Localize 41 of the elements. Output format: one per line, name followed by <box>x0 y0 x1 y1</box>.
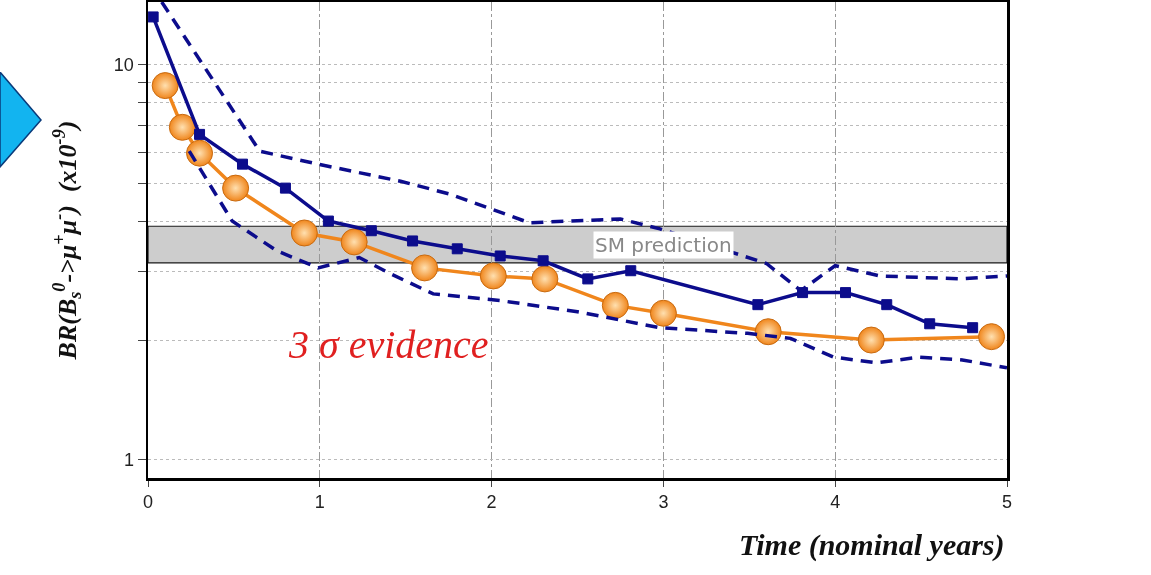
point <box>754 318 782 346</box>
point <box>340 228 368 256</box>
band-label: SM prediction <box>595 233 732 257</box>
point <box>881 299 893 311</box>
point <box>479 262 507 290</box>
point <box>279 182 291 194</box>
point <box>151 72 179 100</box>
point <box>168 113 196 141</box>
point <box>494 250 506 262</box>
point <box>978 323 1006 351</box>
point <box>924 318 936 330</box>
point <box>236 158 248 170</box>
point <box>840 287 852 299</box>
annotation: 3 σ evidence <box>288 322 489 367</box>
x-tick-label: 1 <box>314 492 325 513</box>
point <box>407 235 419 247</box>
point <box>967 322 979 334</box>
point <box>649 299 677 327</box>
point <box>322 215 334 227</box>
point <box>194 128 206 140</box>
x-axis-title: Time (nominal years) <box>739 528 1005 562</box>
point <box>290 219 318 247</box>
point <box>857 326 885 354</box>
point <box>625 265 637 277</box>
point <box>601 291 629 319</box>
point <box>451 243 463 255</box>
point <box>537 255 549 267</box>
x-tick-label: 2 <box>486 492 497 513</box>
y-tick-label: 10 <box>113 54 134 75</box>
point <box>148 11 159 23</box>
x-tick-label: 4 <box>830 492 841 513</box>
point <box>531 265 559 293</box>
point <box>222 174 250 202</box>
x-tick-label: 3 <box>658 492 669 513</box>
point <box>186 139 214 167</box>
point <box>365 225 377 237</box>
x-tick-label: 0 <box>142 492 154 513</box>
point <box>411 254 439 282</box>
point <box>752 299 764 311</box>
x-tick-label: 5 <box>1001 492 1013 513</box>
point <box>582 273 594 285</box>
